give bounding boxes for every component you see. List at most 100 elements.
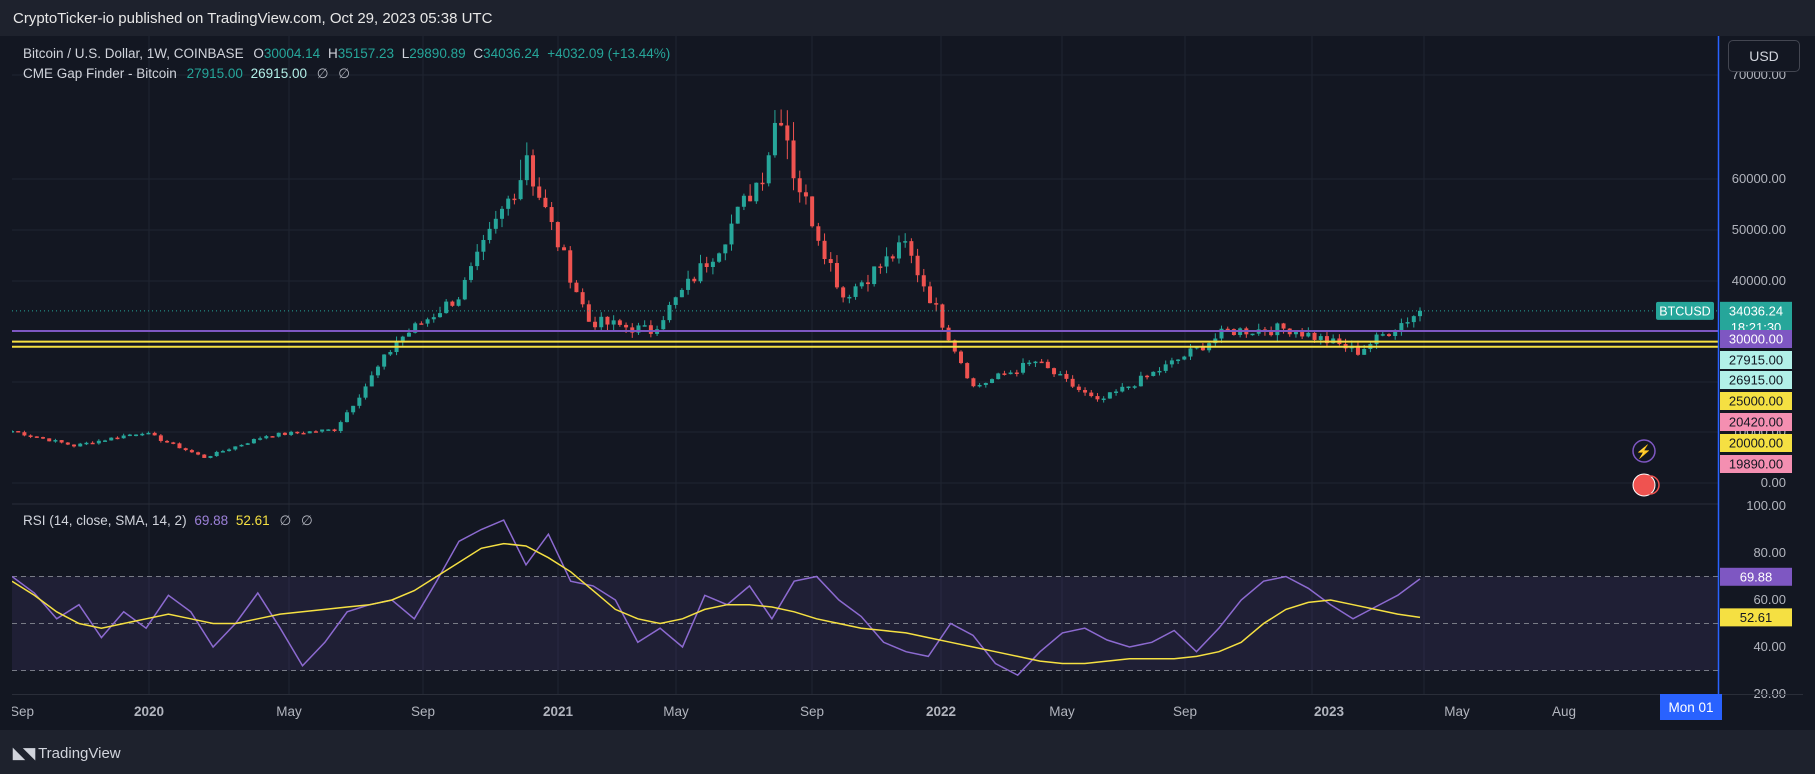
candle [1101,396,1106,403]
candle [388,350,393,357]
candle [1418,307,1422,322]
rsi-y-tick: 80.00 [1753,545,1786,560]
chart-area[interactable]: 0.00 10000.00 40000.00 50000.00 60000.00 7000… [10,36,1803,730]
candle [1138,371,1143,387]
candle [754,182,759,204]
candle [375,365,380,379]
svg-text:30000.00: 30000.00 [1729,332,1783,347]
x-tick: May [1049,704,1075,719]
svg-text:34036.24: 34036.24 [1729,303,1783,318]
candle [766,152,771,187]
x-tick: 2022 [926,704,956,719]
candle [1027,360,1032,367]
svg-text:BTCUSD: BTCUSD [1659,304,1710,318]
y-tick: 0.00 [1761,475,1786,490]
candle [53,438,58,443]
candle [1176,359,1181,365]
candle [1052,367,1057,378]
candle [10,429,14,433]
close-value: 34036.24 [483,46,540,61]
candle [1045,359,1050,369]
rsi-visibility-icon[interactable]: ∅ [279,513,292,528]
candle [673,296,678,309]
candle [1157,367,1162,376]
rsi-sma-line [11,542,1421,665]
candle [313,430,318,433]
candle [1411,315,1416,328]
candle [1182,355,1187,361]
rsi-y-tick: 100.00 [1746,498,1786,513]
close-label: C [473,46,484,61]
rsi-sma-label: 52.61 [1720,608,1792,627]
candle [264,434,269,440]
svg-text:⚡: ⚡ [1636,444,1652,460]
candle [617,318,622,327]
candle [406,328,411,337]
candle [977,383,982,388]
candle [1213,333,1218,347]
candle [1014,369,1019,377]
rsi-settings-icon[interactable]: ∅ [300,513,313,528]
candle [872,266,877,287]
candle [220,449,225,453]
candle [41,436,46,440]
candle [134,434,139,437]
svg-text:26915.00: 26915.00 [1729,373,1783,388]
candle [109,437,114,441]
candle [1114,389,1119,396]
candle [227,448,232,452]
candle [1058,371,1063,376]
level-label: 30000.00 [1720,330,1792,348]
low-label: L [401,46,410,61]
candle [574,280,579,293]
footer-logo[interactable]: ◣◥ TradingView [13,744,121,762]
candle [1002,370,1007,376]
settings-icon[interactable]: ∅ [338,66,351,81]
candle [562,244,567,251]
candle [717,252,722,263]
candle [909,238,914,264]
candle [332,428,337,432]
svg-text:20000.00: 20000.00 [1729,436,1783,451]
candle [599,312,604,332]
candle [437,306,442,318]
candle [1238,327,1243,338]
change-value: +4032.09 (+13.44%) [547,46,671,61]
candle [158,434,163,443]
candle [456,297,461,307]
currency-button[interactable]: USD [1728,40,1800,72]
rsi-line [11,519,1421,677]
level-label: 26915.00 [1720,371,1792,389]
visibility-icon[interactable]: ∅ [316,66,329,81]
price-chart[interactable]: 0.0010000.0040000.0050000.0060000.007000… [10,36,1803,730]
candle [202,454,207,459]
candle [723,244,728,261]
candle [1281,322,1286,334]
candle [865,274,870,292]
candle [475,244,480,271]
candle [146,431,151,435]
candle [959,350,964,365]
candle [1033,360,1038,368]
candle [1399,318,1404,336]
candle [661,316,666,330]
rsi-y-tick: 60.00 [1753,592,1786,607]
y-tick: 60000.00 [1732,171,1786,186]
candle [828,252,833,272]
top-bar: CryptoTicker-io published on TradingView… [0,0,1815,36]
axis-label: 20420.00 [1720,413,1792,431]
candle [785,110,790,160]
rsi-y-tick: 20.00 [1753,686,1786,701]
svg-text:25000.00: 25000.00 [1729,394,1783,409]
x-tick: Aug [1552,704,1576,719]
candle [295,431,300,435]
candle [177,442,182,449]
candle [878,263,883,274]
rsi-value: 69.88 [194,513,229,528]
candle [1355,340,1360,356]
candle [487,221,492,244]
candle [270,436,275,438]
candle [611,315,616,331]
candle [419,321,424,325]
x-cursor-label: Mon 01 [1660,694,1722,720]
